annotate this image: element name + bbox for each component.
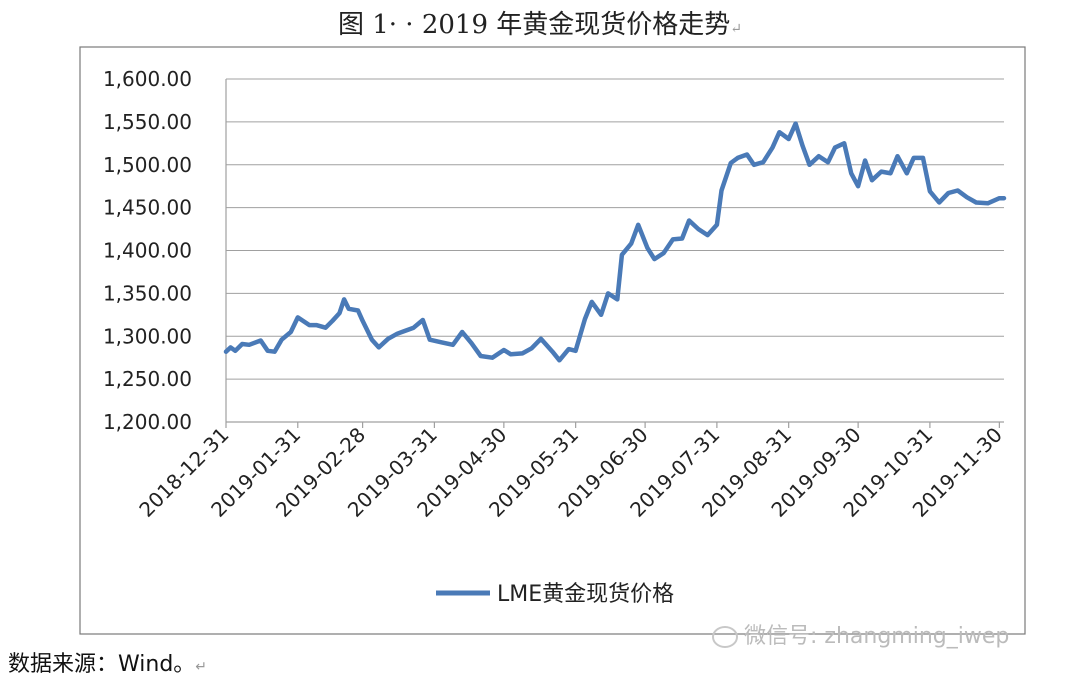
y-tick-label: 1,350.00 [103,281,192,305]
y-tick-label: 1,600.00 [103,67,192,91]
y-tick-label: 1,400.00 [103,239,192,263]
source-note-text: 数据来源：Wind。 [8,652,196,677]
source-note: 数据来源：Wind。↵ [8,646,207,678]
y-tick-label: 1,300.00 [103,324,192,348]
y-tick-label: 1,250.00 [103,367,192,391]
y-tick-label: 1,550.00 [103,110,192,134]
watermark-text: 微信号: zhangming_iwep [744,624,1010,649]
legend-label: LME黄金现货价格 [497,582,674,607]
figure-caption-text: 图 1· · 2019 年黄金现货价格走势 [337,10,731,40]
series-layer [223,121,1007,363]
series-line [223,121,1007,363]
y-tick-label: 1,200.00 [103,410,192,434]
legend: LME黄金现货价格 [436,582,674,607]
chart-frame [79,46,1026,635]
y-axis-ticks: 1,200.00 1,250.00 1,300.00 1,350.00 1,400.00… [103,67,192,434]
wechat-icon [712,626,738,648]
y-tick-label: 1,450.00 [103,196,192,220]
paragraph-mark: ↵ [730,21,743,37]
paragraph-mark-source: ↵ [195,659,208,675]
y-tick-label: 1,500.00 [103,153,192,177]
figure-caption: 图 1· · 2019 年黄金现货价格走势↵ [0,4,1080,41]
gridlines [225,78,1004,423]
wechat-watermark: 微信号: zhangming_iwep [712,618,1009,650]
